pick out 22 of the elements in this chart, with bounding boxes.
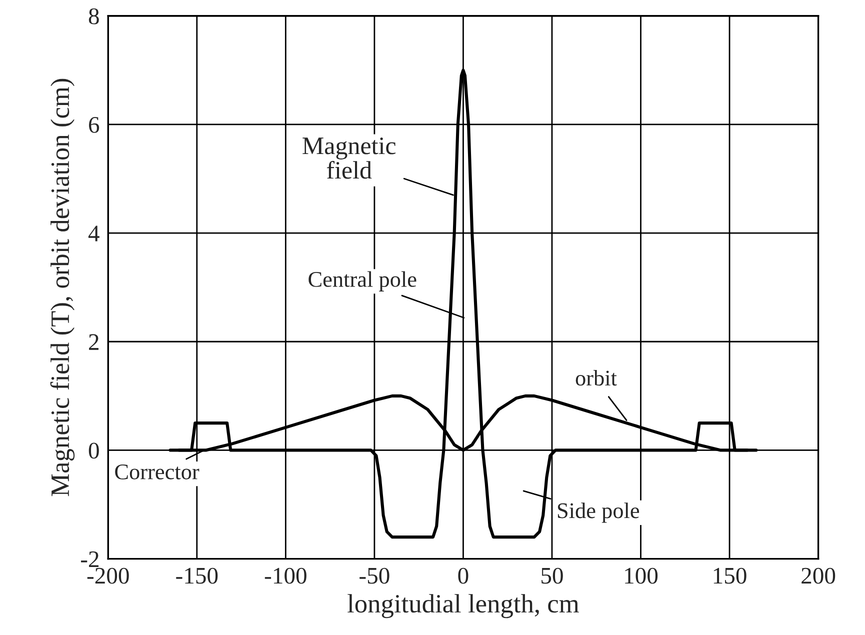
y-tick-label: 4	[88, 226, 100, 242]
x-tick-label: 100	[625, 568, 658, 584]
x-tick-label: -100	[264, 568, 306, 584]
annotation: Side pole	[558, 502, 640, 523]
y-tick-label: 8	[88, 8, 99, 24]
y-tick-label: -2	[81, 551, 98, 567]
annotation: Central pole	[308, 271, 416, 292]
x-tick-label: -200	[87, 568, 129, 584]
y-tick-label: 6	[89, 117, 100, 133]
y-tick-label: 0	[88, 442, 99, 459]
x-tick-label: 0	[458, 568, 468, 584]
x-tick-label: 200	[802, 568, 836, 584]
x-axis-title: longitudial length, cm	[348, 594, 579, 618]
x-tick-label: -50	[360, 568, 390, 584]
y-tick-label: 2	[89, 334, 98, 350]
annotation: Corrector	[115, 464, 200, 480]
x-tick-label: 50	[542, 568, 563, 584]
y-axis-title: Magnetic field (T), orbit deviation (cm)	[50, 78, 75, 496]
annotation: Magnetic field	[302, 138, 396, 179]
x-tick-label: 150	[714, 568, 746, 584]
annotation: orbit	[576, 370, 617, 386]
x-tick-label: -150	[176, 568, 218, 584]
